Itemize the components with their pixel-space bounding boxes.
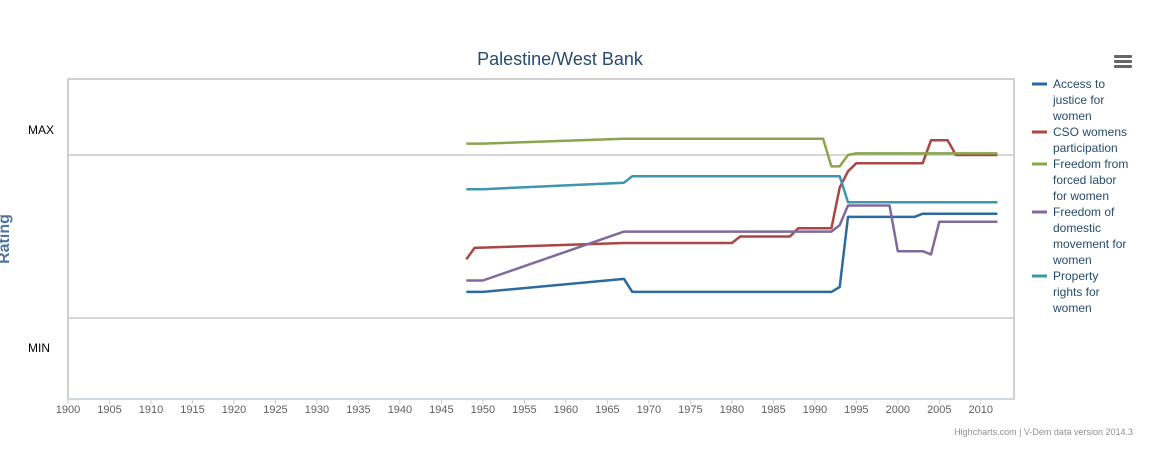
series-group [465,137,998,294]
x-axis: 1900 1905 1910 1915 1920 1925 1930 1935 1940 1945… [56,399,993,416]
legend-label: Access to justice for women [1052,77,1105,123]
legend-item-1[interactable]: Access to justice for women [1032,77,1105,123]
x-tick-label: 1940 [388,404,412,416]
legend-item-3[interactable]: Freedom from forced labor for women [1032,157,1128,203]
x-tick-label: 2010 [969,404,993,416]
legend-label: Freedom from forced labor for women [1053,157,1128,203]
x-tick-label: 1995 [844,404,868,416]
menu-icon[interactable] [1114,55,1132,68]
x-tick-label: 1965 [595,404,619,416]
x-tick-label: 1910 [139,404,163,416]
legend-item-4[interactable]: Freedom of domestic movement for women [1032,205,1126,267]
x-tick-label: 1955 [512,404,536,416]
y-axis-title: Rating [0,214,13,264]
x-tick-label: 1980 [720,404,744,416]
x-tick-label: 1975 [678,404,702,416]
legend-item-5[interactable]: Property rights for women [1032,269,1100,315]
x-tick-label: 1900 [56,404,80,416]
x-tick-label: 1925 [263,404,287,416]
chart-title: Palestine/West Bank [477,49,644,69]
x-tick-label: 1915 [180,404,204,416]
x-tick-label: 1985 [761,404,785,416]
x-tick-label: 1935 [346,404,370,416]
x-tick-label: 1930 [305,404,329,416]
plot-area [67,78,1015,400]
legend-label: Freedom of domestic movement for women [1052,205,1126,267]
series-line-5[interactable] [466,174,998,204]
x-tick-label: 1905 [97,404,121,416]
x-tick-label: 1920 [222,404,246,416]
legend-item-2[interactable]: CSO womens participation [1032,125,1127,155]
legend-label: Property rights for women [1052,269,1100,315]
series-line-3[interactable] [466,137,998,168]
series-line-4[interactable] [466,204,998,282]
series-line-2[interactable] [465,139,998,261]
credits[interactable]: Highcharts.com | V-Dem data version 2014… [954,427,1133,437]
x-tick-label: 1970 [637,404,661,416]
x-tick-label: 1950 [471,404,495,416]
x-tick-label: 1945 [429,404,453,416]
series-line-1[interactable] [466,212,998,294]
y-label-max: MAX [28,123,54,137]
legend-label: CSO womens participation [1053,125,1127,155]
x-tick-label: 1960 [554,404,578,416]
y-label-min: MIN [28,341,50,355]
x-tick-label: 2000 [886,404,910,416]
x-tick-label: 1990 [803,404,827,416]
x-tick-label: 2005 [927,404,951,416]
